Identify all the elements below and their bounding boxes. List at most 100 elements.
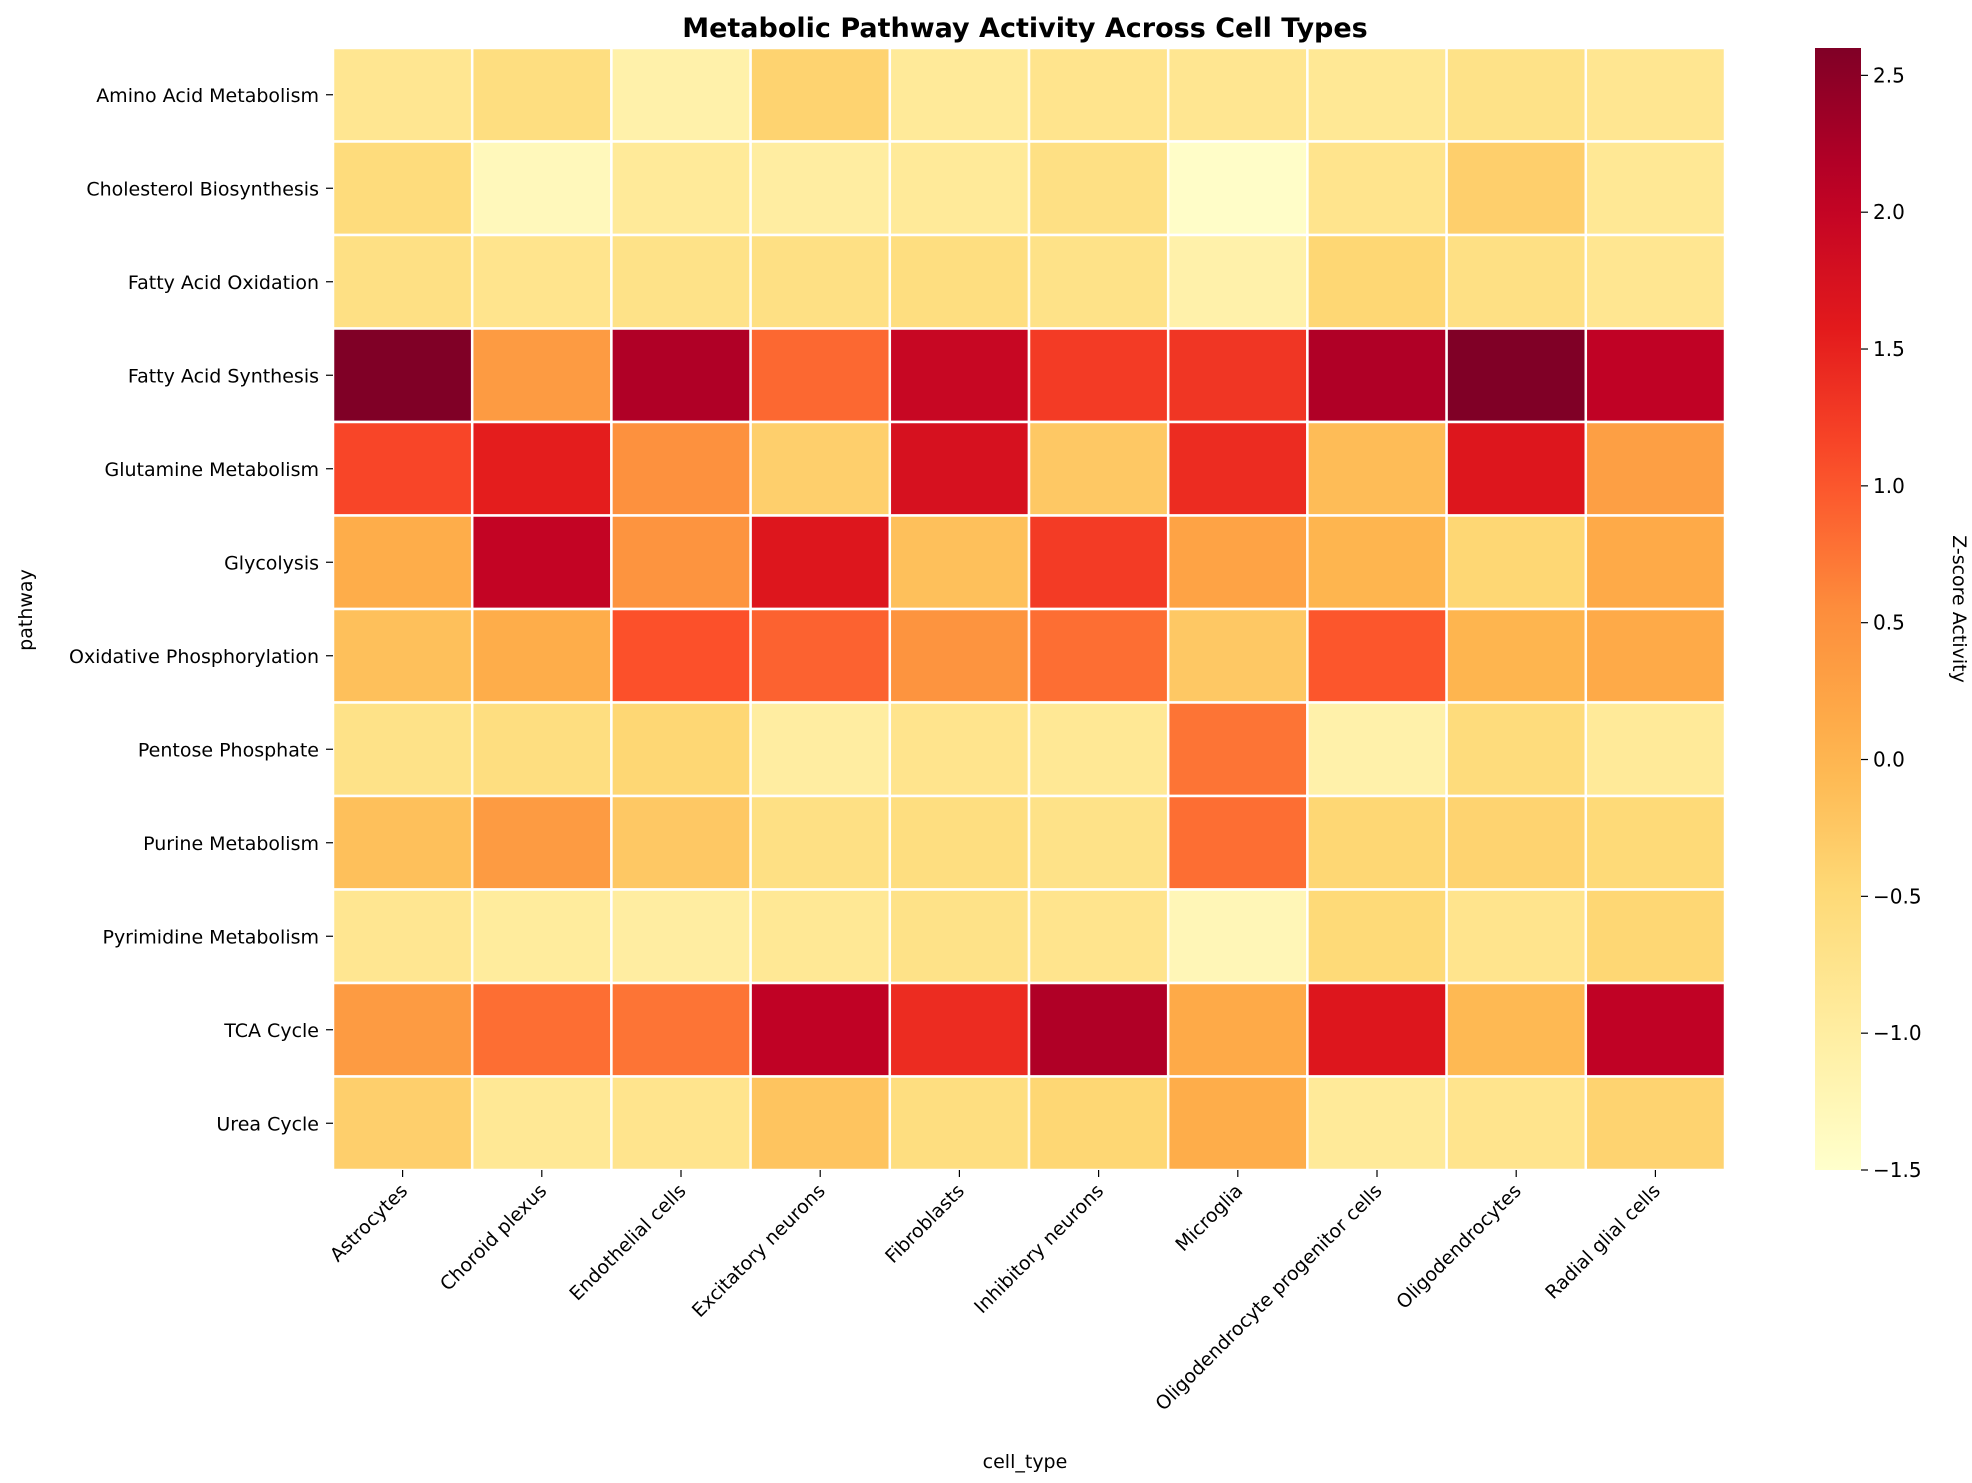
heatmap-cell [331,233,474,330]
heatmap-cell [1584,46,1727,143]
heatmap-cell [749,420,892,517]
heatmap-cell [749,514,892,611]
heatmap-cell [1445,46,1588,143]
heatmap-cell [1027,981,1170,1078]
colorbar-tick-label: 0.5 [1873,611,1905,635]
x-tick-label: Microglia [1171,1180,1247,1256]
heatmap-cell [470,514,613,611]
heatmap-cell [331,140,474,237]
heatmap-cell [749,140,892,237]
heatmap-cell [1166,46,1309,143]
heatmap-cell [331,607,474,704]
y-tick-label: Fatty Acid Oxidation [128,272,319,294]
heatmap-cell [1306,794,1448,891]
heatmap-cell [749,607,892,704]
heatmap-cell [610,233,752,330]
y-tick-label: Glutamine Metabolism [104,459,319,481]
heatmap-cell [1584,233,1727,330]
heatmap-cell [470,233,613,330]
heatmap-cell [888,981,1031,1078]
heatmap-cell [1306,327,1448,424]
heatmap-cell [749,233,892,330]
heatmap-cell [1027,888,1170,985]
heatmap-cell [1306,1075,1448,1172]
heatmap-cell [1584,888,1727,985]
heatmap-cell [1306,607,1448,704]
colorbar-tick-label: −0.5 [1873,884,1922,908]
heatmap-cell [1166,701,1309,798]
heatmap-cell [888,140,1031,237]
y-tick-label: Pyrimidine Metabolism [102,926,319,948]
heatmap-cell [610,888,752,985]
heatmap-cell [888,327,1031,424]
heatmap-cell [1445,233,1588,330]
heatmap-cell [1166,888,1309,985]
y-tick-label: Amino Acid Metabolism [96,85,319,107]
heatmap-cell [749,981,892,1078]
heatmap-cell [1027,607,1170,704]
heatmap-cell [1445,607,1588,704]
heatmap-cell [470,981,613,1078]
heatmap-cell [1027,794,1170,891]
heatmap-cell [610,794,752,891]
heatmap-cell [610,420,752,517]
heatmap-cell [331,1075,474,1172]
heatmap-cell [1584,327,1727,424]
heatmap-cell [1306,981,1448,1078]
heatmap-cells [331,46,1727,1172]
heatmap-cell [749,794,892,891]
heatmap-cell [1445,888,1588,985]
heatmap-cell [1584,701,1727,798]
heatmap-cell [888,514,1031,611]
heatmap-cell [749,701,892,798]
heatmap-cell [1584,981,1727,1078]
heatmap-cell [1584,794,1727,891]
x-tick-label: Endothelial cells [565,1180,690,1305]
heatmap-cell [1166,1075,1309,1172]
y-tick-label: Urea Cycle [216,1113,319,1135]
heatmap-cell [1166,981,1309,1078]
heatmap-cell [610,46,752,143]
heatmap-cell [749,327,892,424]
heatmap-cell [1584,514,1727,611]
colorbar-tick-label: 1.5 [1873,337,1905,361]
heatmap-cell [888,607,1031,704]
colorbar-tick-label: 2.5 [1873,63,1905,87]
heatmap-cell [888,46,1031,143]
colorbar-label: Z-score Activity [1948,535,1970,683]
heatmap-cell [610,327,752,424]
heatmap-cell [1306,46,1448,143]
x-axis-label: cell_type [983,1451,1068,1473]
heatmap-cell [470,140,613,237]
heatmap-cell [1166,420,1309,517]
x-tick-label: Choroid plexus [436,1180,551,1295]
heatmap-cell [610,701,752,798]
heatmap-cell [749,1075,892,1172]
heatmap-cell [1584,420,1727,517]
heatmap-cell [1027,420,1170,517]
heatmap-cell [888,794,1031,891]
heatmap-cell [1306,233,1448,330]
heatmap-cell [1445,981,1588,1078]
colorbar [1815,48,1861,1170]
heatmap-cell [888,420,1031,517]
heatmap-cell [470,701,613,798]
heatmap-cell [331,514,474,611]
heatmap-cell [1445,140,1588,237]
heatmap-cell [331,46,474,143]
heatmap-cell [470,794,613,891]
heatmap-cell [1584,1075,1727,1172]
heatmap-cell [331,420,474,517]
heatmap-cell [1027,1075,1170,1172]
heatmap-cell [1027,701,1170,798]
heatmap-cell [331,981,474,1078]
heatmap-cell [1445,420,1588,517]
heatmap-cell [1445,327,1588,424]
y-tick-label: Oxidative Phosphorylation [69,646,319,668]
heatmap-cell [1166,327,1309,424]
y-tick-label: Glycolysis [224,552,319,574]
heatmap-cell [610,514,752,611]
x-tick-label: Oligodendrocyte progenitor cells [1151,1180,1386,1415]
y-tick-label: TCA Cycle [223,1020,319,1042]
